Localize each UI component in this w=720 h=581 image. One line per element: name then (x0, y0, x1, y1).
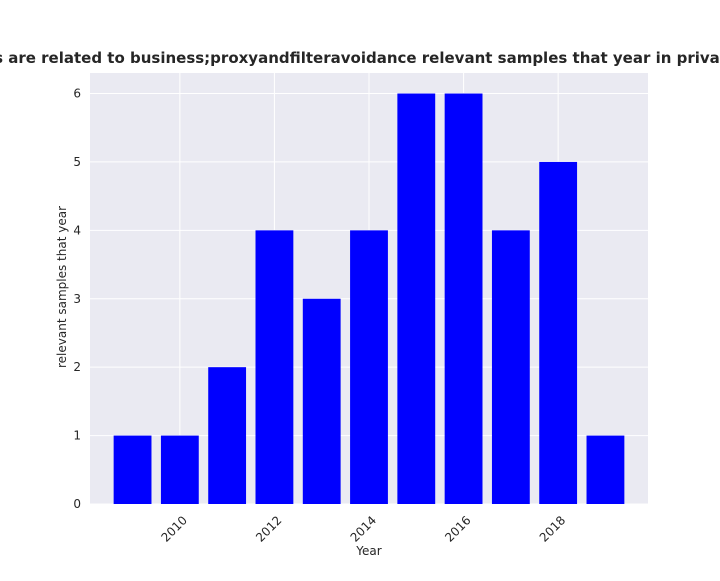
bar-2019 (586, 435, 625, 504)
bar-2011 (208, 367, 247, 504)
y-tick-label: 4 (73, 223, 81, 237)
x-tick-label: 2016 (442, 513, 473, 544)
bar-2009 (113, 435, 152, 504)
bar-2014 (350, 230, 388, 504)
y-tick-label: 1 (73, 429, 81, 443)
y-tick-label: 2 (73, 360, 81, 374)
y-axis-ticks: 0 1 2 3 4 5 6 (73, 87, 81, 511)
bar-2012 (255, 230, 294, 504)
y-tick-label: 5 (73, 155, 81, 169)
bar-2016 (444, 93, 483, 505)
x-axis-ticks: 2010 2012 2014 2016 2018 (158, 513, 568, 544)
x-tick-label: 2018 (537, 513, 568, 544)
x-tick-label: 2014 (348, 513, 379, 544)
x-tick-label: 2012 (253, 513, 284, 544)
x-axis-label: Year (355, 544, 381, 558)
bar-2010 (160, 435, 199, 504)
chart-title: Categories are related to business;proxy… (0, 49, 720, 67)
y-tick-label: 3 (73, 292, 81, 306)
bars (113, 93, 625, 505)
bar-2017 (491, 230, 530, 504)
x-tick-label: 2010 (158, 513, 189, 544)
y-tick-label: 6 (73, 87, 81, 101)
bar-2015 (397, 93, 436, 505)
y-tick-label: 0 (73, 497, 81, 511)
bar-2018 (539, 161, 578, 504)
bar-2013 (302, 298, 341, 504)
y-axis-label: relevant samples that year (55, 206, 69, 368)
